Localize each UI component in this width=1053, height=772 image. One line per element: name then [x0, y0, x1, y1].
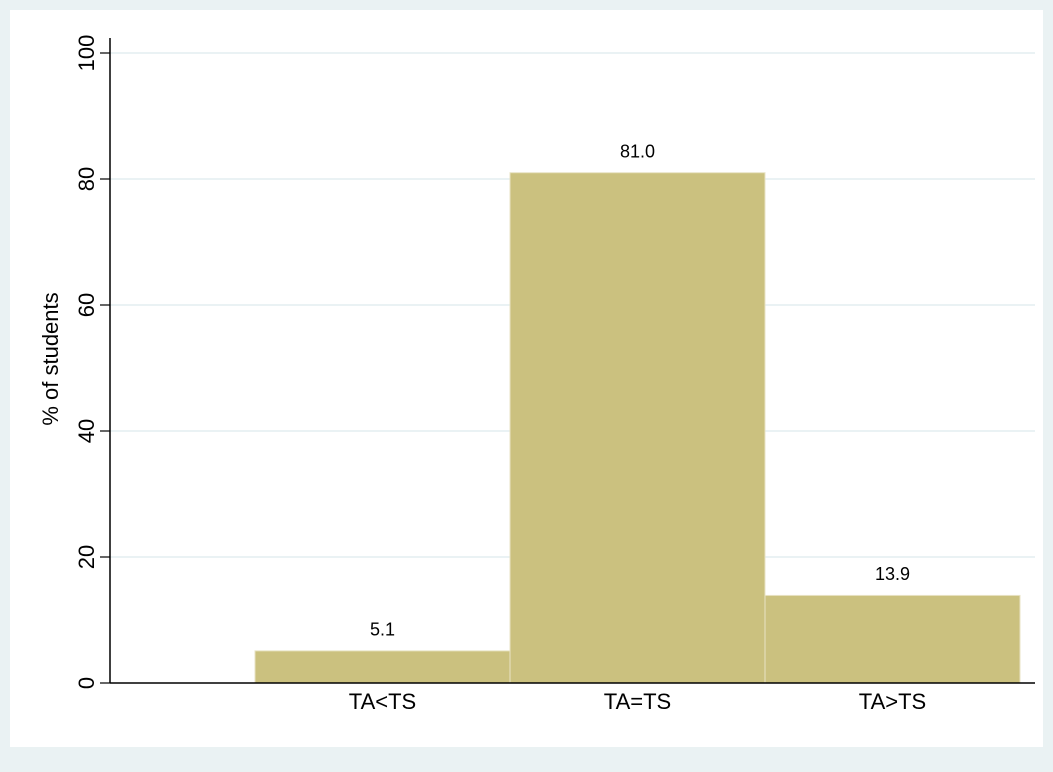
- y-tick-label: 80: [74, 167, 99, 191]
- y-axis-label: % of students: [38, 292, 63, 425]
- y-tick-label: 100: [74, 35, 99, 72]
- value-label: 5.1: [370, 620, 395, 640]
- bar: [254, 650, 511, 684]
- bar: [764, 594, 1021, 684]
- bar: [509, 172, 766, 684]
- y-tick-label: 20: [74, 545, 99, 569]
- x-tick-label: TA=TS: [604, 689, 671, 714]
- y-tick-label: 40: [74, 419, 99, 443]
- x-tick-label: TA<TS: [349, 689, 416, 714]
- x-tick-label: TA>TS: [859, 689, 926, 714]
- value-label: 81.0: [620, 141, 655, 161]
- y-tick-label: 0: [74, 677, 99, 689]
- value-label: 13.9: [875, 564, 910, 584]
- y-tick-label: 60: [74, 293, 99, 317]
